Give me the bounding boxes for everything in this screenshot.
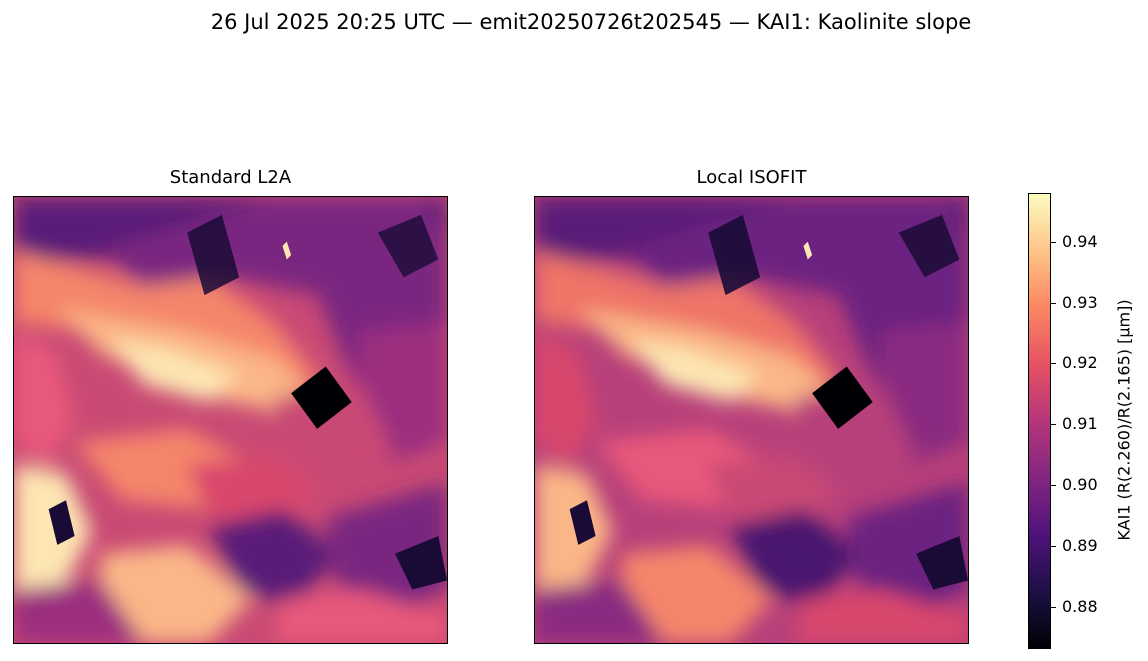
- colorbar-tick: [1050, 485, 1056, 486]
- map-standard-l2a: [13, 196, 448, 644]
- kaolinite-image-local-isofit: [535, 197, 968, 643]
- colorbar: [1028, 193, 1051, 649]
- colorbar-label: KAI1 (R(2.260)/R(2.165) [μm]): [1114, 299, 1134, 541]
- colorbar-tick-label: 0.91: [1062, 414, 1098, 433]
- colorbar-tick-label: 0.93: [1062, 293, 1098, 312]
- kaolinite-image-standard-l2a: [14, 197, 447, 643]
- colorbar-tick: [1050, 363, 1056, 364]
- colorbar-tick: [1050, 242, 1056, 243]
- colorbar-tick: [1050, 424, 1056, 425]
- panel-title-local-isofit: Local ISOFIT: [696, 167, 807, 188]
- colorbar-tick: [1050, 303, 1056, 304]
- colorbar-tick: [1050, 546, 1056, 547]
- colorbar-tick-label: 0.88: [1062, 597, 1098, 616]
- map-local-isofit: [534, 196, 969, 644]
- panel-title-standard-l2a: Standard L2A: [169, 167, 292, 188]
- colorbar-tick-label: 0.90: [1062, 475, 1098, 494]
- figure-title: 26 Jul 2025 20:25 UTC — emit20250726t202…: [210, 10, 972, 34]
- colorbar-tick-label: 0.94: [1062, 232, 1098, 251]
- colorbar-tick-label: 0.89: [1062, 536, 1098, 555]
- colorbar-tick-label: 0.92: [1062, 353, 1098, 372]
- colorbar-tick: [1050, 607, 1056, 608]
